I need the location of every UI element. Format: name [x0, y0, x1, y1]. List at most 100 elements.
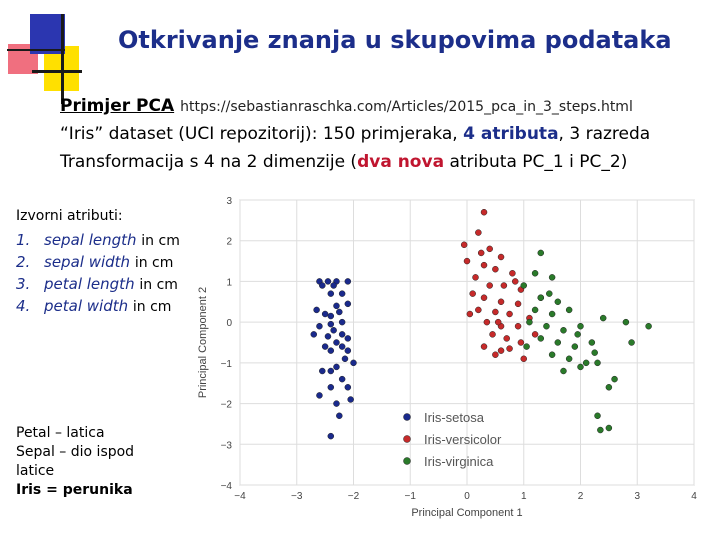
data-point-2	[492, 351, 499, 358]
data-point-1	[321, 343, 329, 350]
legend-marker	[403, 457, 411, 465]
y-tick-label: 1	[226, 277, 232, 288]
data-point-2	[497, 253, 505, 261]
data-point-3	[571, 343, 579, 350]
data-point-1	[319, 282, 326, 289]
data-point-1	[330, 327, 337, 334]
data-point-1	[338, 343, 346, 350]
data-point-1	[333, 302, 340, 310]
y-tick-label: 3	[226, 196, 232, 207]
y-tick-label: 2	[226, 237, 232, 248]
data-point-1	[327, 367, 335, 375]
data-point-1	[316, 322, 323, 330]
data-point-1	[333, 339, 340, 346]
attribute-item: 2. sepal width in cm	[16, 252, 184, 274]
data-point-2	[514, 322, 522, 330]
attribute-number: 3.	[16, 275, 31, 293]
data-point-3	[565, 355, 573, 363]
transform-text-post: atributa PC_1 i PC_2)	[444, 152, 628, 172]
data-point-3	[645, 322, 652, 330]
x-tick-label: 0	[464, 491, 470, 502]
data-point-3	[628, 339, 635, 346]
x-tick-label: 4	[691, 491, 697, 502]
attribute-unit: in cm	[134, 255, 174, 271]
data-point-1	[338, 331, 346, 338]
data-point-2	[480, 208, 488, 216]
dataset-line: “Iris” dataset (UCI repozitorij): 150 pr…	[60, 124, 650, 144]
legend-marker	[403, 413, 411, 421]
y-tick-label: −2	[221, 400, 233, 411]
data-point-2	[514, 300, 522, 308]
source-link[interactable]: https://sebastianraschka.com/Articles/20…	[180, 99, 633, 115]
data-point-1	[327, 312, 335, 320]
data-point-1	[338, 290, 346, 297]
data-point-1	[333, 400, 340, 407]
attribute-item: 3. petal length in cm	[16, 274, 184, 296]
attribute-item: 4. petal width in cm	[16, 296, 184, 318]
data-point-1	[338, 375, 346, 383]
data-point-2	[480, 261, 488, 269]
attribute-name: petal width	[44, 297, 129, 315]
data-point-2	[460, 241, 468, 249]
data-point-2	[475, 306, 482, 314]
data-point-3	[597, 426, 604, 434]
decor-vertical-line	[61, 14, 64, 104]
data-point-3	[531, 270, 539, 277]
data-point-3	[548, 274, 556, 281]
data-point-2	[517, 339, 525, 346]
attribute-item: 1. sepal length in cm	[16, 230, 184, 252]
data-point-3	[577, 322, 584, 330]
legend-label: Iris-setosa	[424, 410, 485, 425]
data-point-3	[523, 343, 530, 350]
data-point-2	[503, 335, 510, 342]
x-tick-label: −1	[405, 491, 417, 502]
data-point-3	[599, 314, 607, 322]
data-point-3	[537, 335, 545, 342]
data-point-2	[486, 282, 493, 289]
legend-label: Iris-versicolor	[424, 432, 502, 447]
data-point-1	[327, 384, 335, 391]
y-tick-label: −4	[221, 481, 233, 492]
data-point-2	[500, 282, 508, 289]
x-tick-label: 2	[578, 491, 584, 502]
y-tick-label: −3	[221, 440, 233, 451]
x-tick-label: −4	[234, 491, 246, 502]
legend-marker	[403, 435, 411, 443]
dataset-text-post: , 3 razreda	[558, 124, 651, 144]
data-point-3	[611, 375, 618, 383]
data-point-1	[336, 412, 343, 420]
data-point-3	[594, 412, 601, 420]
data-point-1	[327, 432, 335, 440]
data-point-2	[475, 229, 482, 236]
data-point-3	[548, 351, 556, 358]
dataset-attributes-highlight: 4 atributa	[463, 124, 559, 144]
data-point-3	[577, 363, 584, 371]
attribute-name: sepal width	[44, 253, 131, 271]
data-point-1	[344, 335, 352, 342]
data-point-1	[327, 320, 335, 328]
data-point-1	[330, 282, 337, 289]
data-point-1	[333, 363, 340, 371]
data-point-1	[327, 290, 335, 297]
decor-horizontal-line-2	[7, 49, 65, 51]
attribute-name: petal length	[44, 275, 135, 293]
data-point-2	[486, 245, 493, 253]
transform-new-highlight: dva nova	[357, 152, 445, 172]
data-point-2	[506, 345, 513, 352]
data-point-1	[338, 318, 346, 326]
data-point-2	[497, 298, 505, 306]
data-point-2	[466, 310, 474, 318]
data-point-2	[497, 347, 505, 354]
data-point-3	[554, 339, 562, 346]
attribute-number: 2.	[16, 253, 31, 271]
y-tick-label: −1	[221, 359, 233, 370]
data-point-1	[344, 384, 352, 391]
decor-horizontal-line	[32, 70, 82, 73]
data-point-2	[492, 308, 499, 316]
attribute-name: sepal length	[44, 231, 137, 249]
data-point-2	[469, 290, 476, 297]
data-point-2	[520, 355, 527, 363]
dataset-text-pre: “Iris” dataset (UCI repozitorij): 150 pr…	[60, 124, 464, 144]
x-tick-label: 3	[634, 491, 640, 502]
data-point-1	[344, 278, 352, 285]
